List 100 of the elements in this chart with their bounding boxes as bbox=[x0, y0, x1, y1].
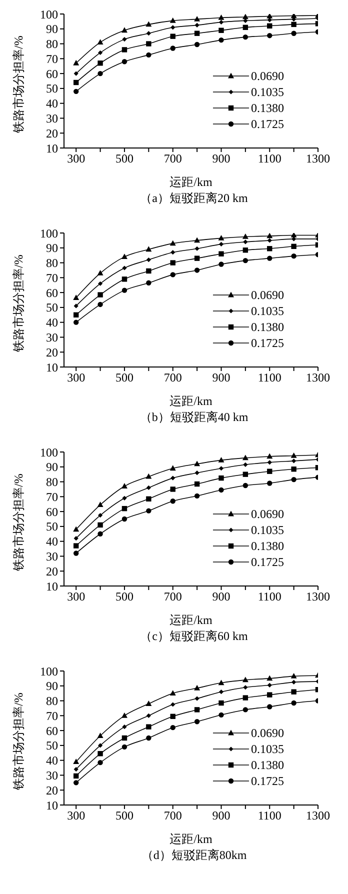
y-tick-label: 30 bbox=[46, 330, 58, 344]
point bbox=[290, 452, 297, 458]
point bbox=[122, 59, 128, 64]
point bbox=[194, 460, 200, 466]
y-tick-label: 20 bbox=[46, 126, 58, 140]
point bbox=[146, 724, 152, 730]
point bbox=[291, 253, 296, 259]
point bbox=[267, 480, 272, 486]
x-tick-label: 500 bbox=[115, 808, 134, 823]
x-tick-label: 500 bbox=[115, 590, 134, 604]
y-tick-label: 70 bbox=[46, 270, 58, 285]
y-tick-label: 20 bbox=[46, 345, 58, 360]
point bbox=[242, 34, 248, 40]
point bbox=[73, 773, 79, 779]
point bbox=[122, 506, 128, 512]
y-tick-label: 60 bbox=[46, 286, 58, 300]
point bbox=[146, 246, 152, 252]
legend-label: 0.1035 bbox=[251, 741, 284, 757]
y-tick-label: 20 bbox=[46, 564, 58, 578]
point bbox=[121, 712, 128, 718]
x-tick-label: 1300 bbox=[306, 590, 330, 604]
point bbox=[122, 744, 128, 750]
legend-label: 0.0690 bbox=[251, 68, 284, 84]
point bbox=[170, 486, 176, 492]
text: （c）短驳距离60 km bbox=[139, 628, 249, 645]
point bbox=[146, 280, 152, 286]
point bbox=[292, 680, 296, 684]
point bbox=[170, 34, 176, 39]
legend-label: 0.1035 bbox=[251, 303, 284, 319]
point bbox=[170, 702, 176, 707]
point bbox=[122, 288, 128, 293]
point bbox=[146, 700, 152, 706]
legend-label: 0.0690 bbox=[251, 506, 284, 522]
x-tick-label: 900 bbox=[212, 808, 230, 823]
point bbox=[122, 516, 128, 522]
x-axis-title: 运距/km bbox=[170, 832, 213, 846]
point bbox=[146, 31, 151, 36]
y-tick-label: 60 bbox=[46, 66, 58, 81]
point bbox=[146, 496, 152, 502]
text: （a）短驳距离20 km bbox=[139, 190, 249, 207]
x-tick-label: 1300 bbox=[306, 808, 330, 823]
point bbox=[98, 70, 103, 76]
point bbox=[267, 18, 272, 22]
point bbox=[194, 684, 200, 690]
point bbox=[218, 466, 224, 471]
y-tick-label: 30 bbox=[46, 111, 58, 126]
x-tick-label: 1100 bbox=[258, 808, 282, 823]
y-axis-title: 铁路市场分担率/% bbox=[11, 36, 26, 134]
point bbox=[170, 724, 176, 730]
point bbox=[242, 24, 248, 30]
point bbox=[170, 714, 176, 720]
legend-label: 0.1035 bbox=[251, 522, 284, 538]
point bbox=[98, 60, 103, 66]
point bbox=[267, 468, 272, 474]
y-tick-label: 80 bbox=[46, 37, 58, 52]
point bbox=[267, 682, 272, 688]
point bbox=[98, 522, 103, 528]
point bbox=[73, 80, 79, 86]
x-axis-title: 运距/km bbox=[170, 613, 213, 627]
point bbox=[122, 276, 128, 282]
x-tick-label: 1300 bbox=[306, 370, 330, 385]
point bbox=[218, 262, 224, 267]
point bbox=[218, 456, 224, 462]
point bbox=[218, 487, 224, 493]
point bbox=[266, 453, 273, 459]
point bbox=[218, 28, 224, 33]
point bbox=[74, 536, 78, 541]
point bbox=[146, 735, 152, 741]
x-tick-label: 900 bbox=[212, 590, 230, 604]
point bbox=[267, 704, 272, 710]
y-tick-label: 60 bbox=[46, 724, 58, 738]
legend-label: 0.1380 bbox=[251, 100, 284, 116]
y-tick-label: 70 bbox=[46, 490, 58, 504]
point bbox=[218, 20, 224, 24]
point bbox=[242, 234, 248, 239]
point bbox=[194, 256, 200, 261]
point bbox=[73, 88, 79, 94]
point bbox=[218, 475, 224, 481]
point bbox=[74, 71, 78, 76]
point bbox=[194, 30, 200, 36]
point bbox=[98, 302, 103, 308]
point bbox=[170, 498, 176, 504]
point bbox=[194, 707, 200, 712]
point bbox=[243, 685, 248, 690]
point bbox=[146, 473, 152, 479]
y-tick-label: 40 bbox=[46, 534, 58, 549]
legend-label: 0.0690 bbox=[251, 287, 284, 303]
point bbox=[97, 39, 104, 44]
point bbox=[242, 707, 248, 712]
point bbox=[291, 244, 296, 249]
point bbox=[290, 673, 297, 678]
point bbox=[73, 60, 80, 66]
point bbox=[146, 258, 151, 262]
point bbox=[98, 531, 103, 536]
y-tick-label: 50 bbox=[46, 82, 58, 96]
y-tick-label: 100 bbox=[40, 7, 58, 22]
point bbox=[194, 16, 200, 22]
point bbox=[170, 260, 176, 266]
point bbox=[146, 268, 152, 274]
y-tick-label: 10 bbox=[46, 579, 58, 594]
